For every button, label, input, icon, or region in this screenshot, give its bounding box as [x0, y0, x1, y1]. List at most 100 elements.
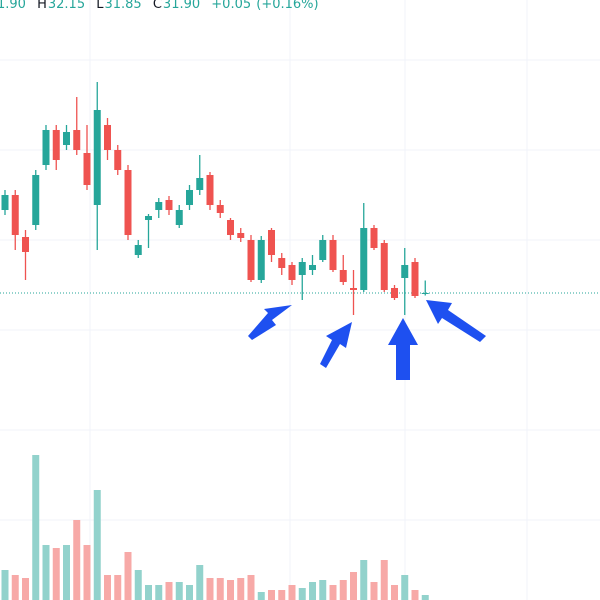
candle-body: [134, 245, 142, 255]
volume-bar: [257, 592, 265, 600]
candle-body: [165, 200, 173, 210]
candle-body: [186, 190, 193, 205]
arrow: [426, 300, 486, 342]
candle-body: [124, 170, 132, 235]
candle-body: [298, 262, 306, 275]
volume-bar: [175, 582, 183, 600]
volume-bar: [288, 585, 296, 600]
candle-body: [411, 262, 419, 296]
low-label: L: [96, 0, 104, 12]
volume-bar: [278, 590, 286, 600]
arrows: [248, 300, 486, 380]
volume-bar: [52, 548, 60, 600]
volume-bar: [411, 590, 419, 600]
candle-body: [370, 228, 378, 248]
candle-body: [155, 202, 163, 210]
open-value: 1.90: [0, 0, 26, 12]
volume-bar: [186, 585, 193, 600]
volume-bar: [339, 580, 347, 600]
volume-bar: [104, 575, 111, 600]
marks: [0, 82, 600, 600]
high-label: H: [37, 0, 47, 12]
candle-body: [288, 265, 296, 280]
candle-body: [380, 243, 388, 290]
low-value: 31.85: [104, 0, 142, 12]
volume-bar: [145, 585, 152, 600]
arrow: [388, 318, 418, 380]
volume-bar: [216, 578, 224, 600]
volume-bar: [350, 572, 357, 600]
candle-body: [175, 210, 183, 225]
volume-bar: [63, 545, 70, 600]
candle-body: [329, 240, 337, 270]
candle-body: [247, 240, 255, 280]
candle-body: [52, 130, 60, 160]
candle-body: [401, 265, 409, 278]
volume-bar: [42, 545, 50, 600]
candle-body: [196, 178, 204, 190]
candle-body: [42, 130, 50, 165]
close-value: 31.90: [162, 0, 201, 12]
candle-body: [104, 125, 111, 150]
volume-bar: [319, 580, 327, 600]
change: +0.05: [211, 0, 252, 12]
volume-bar: [83, 545, 91, 600]
volume-bar: [11, 575, 19, 600]
volume-bar: [309, 582, 316, 600]
candle-body: [114, 150, 122, 170]
volume-bar: [134, 570, 142, 600]
candle-body: [319, 240, 327, 260]
volume-bar: [227, 580, 234, 600]
candle-body: [227, 220, 234, 235]
candle-body: [278, 258, 286, 268]
volume-bar: [124, 552, 132, 600]
candle-body: [339, 270, 347, 282]
candle-body: [237, 233, 245, 238]
volume-bar: [247, 575, 255, 600]
volume-bar: [1, 570, 9, 600]
volume-bar: [401, 575, 409, 600]
volume-bar: [237, 578, 245, 600]
volume-bar: [114, 575, 122, 600]
candle-body: [73, 130, 81, 150]
candle-body: [93, 110, 101, 205]
volume-bar: [380, 560, 388, 600]
volume-bar: [421, 595, 429, 600]
candle-body: [309, 265, 316, 270]
volume-bar: [32, 455, 40, 600]
arrow: [320, 322, 352, 368]
volume-bar: [22, 578, 29, 600]
candle-body: [257, 240, 265, 280]
candle-body: [32, 175, 40, 225]
close-label: C: [152, 0, 162, 12]
volume-bar: [206, 578, 214, 600]
ohlc-header: 1.90 H32.15 L31.85 C31.90 +0.05 (+0.16%): [0, 0, 320, 12]
high-value: 32.15: [47, 0, 86, 12]
candle-body: [1, 195, 9, 210]
volume-bar: [298, 588, 306, 600]
volume-bar: [73, 520, 81, 600]
candle-body: [83, 153, 91, 185]
volume-bar: [268, 590, 275, 600]
candle-body: [206, 175, 214, 205]
volume-bar: [196, 565, 204, 600]
volume-bar: [370, 582, 378, 600]
candle-body: [268, 230, 275, 255]
candle-body: [145, 216, 152, 220]
candle-body: [63, 132, 70, 145]
volume-bar: [93, 490, 101, 600]
candle-body: [216, 205, 224, 213]
volume-bar: [391, 585, 398, 600]
volume-bar: [329, 585, 337, 600]
volume-bar: [155, 585, 163, 600]
arrow: [248, 305, 292, 340]
candle-body: [421, 293, 429, 294]
candle-body: [11, 195, 19, 235]
candle-body: [391, 288, 398, 298]
volume-bar: [360, 560, 368, 600]
candle-body: [350, 288, 357, 290]
volume-bar: [165, 582, 173, 600]
